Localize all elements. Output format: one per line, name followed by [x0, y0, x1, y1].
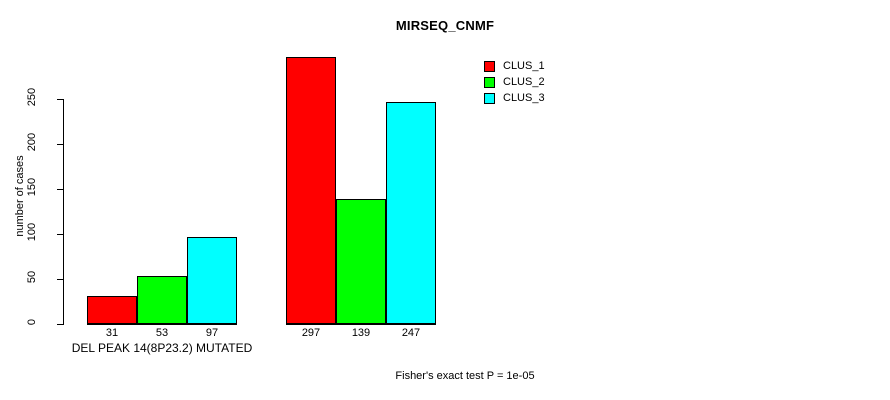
legend-item-CLUS_1[interactable]: CLUS_1 [484, 58, 545, 74]
legend-swatch-icon [484, 92, 495, 104]
bar-value-label: 97 [205, 327, 219, 339]
group-baseline [286, 324, 436, 325]
group-baseline [87, 324, 237, 325]
bar-mutated-CLUS_2[interactable] [137, 276, 187, 324]
bar-wildtype-CLUS_3[interactable] [386, 101, 436, 324]
legend: CLUS_1 CLUS_2 CLUS_3 [484, 58, 545, 106]
bar-wildtype-CLUS_1[interactable] [286, 56, 336, 324]
y-tick-mark [57, 324, 63, 325]
y-tick-label: 0 [26, 318, 38, 326]
y-tick-label: 100 [26, 222, 38, 242]
footer-annotation: Fisher's exact test P = 1e-05 [395, 370, 535, 382]
y-tick-label: 50 [26, 270, 38, 284]
legend-swatch-icon [484, 76, 495, 88]
y-axis-title: number of cases [14, 155, 26, 237]
y-tick-mark [57, 189, 63, 190]
y-axis-line [63, 99, 64, 325]
bar-mutated-CLUS_3[interactable] [187, 236, 237, 324]
group-label-mutated: DEL PEAK 14(8P23.2) MUTATED [71, 341, 253, 355]
y-tick-mark [57, 279, 63, 280]
legend-label: CLUS_3 [503, 92, 545, 104]
bar-value-label: 247 [401, 327, 421, 339]
y-tick-label: 250 [26, 87, 38, 107]
legend-label: CLUS_1 [503, 60, 545, 72]
legend-item-CLUS_2[interactable]: CLUS_2 [484, 74, 545, 90]
bar-value-label: 139 [351, 327, 371, 339]
y-tick-mark [57, 234, 63, 235]
bar-value-label: 31 [105, 327, 119, 339]
legend-label: CLUS_2 [503, 76, 545, 88]
bar-value-label: 297 [301, 327, 321, 339]
legend-item-CLUS_3[interactable]: CLUS_3 [484, 90, 545, 106]
y-tick-label: 150 [26, 177, 38, 197]
bar-wildtype-CLUS_2[interactable] [336, 198, 386, 324]
y-tick-mark [57, 99, 63, 100]
bar-value-label: 53 [155, 327, 169, 339]
chart-title: MIRSEQ_CNMF [395, 18, 495, 33]
y-tick-mark [57, 144, 63, 145]
legend-swatch-icon [484, 60, 495, 72]
bar-mutated-CLUS_1[interactable] [87, 296, 137, 324]
y-tick-label: 200 [26, 132, 38, 152]
